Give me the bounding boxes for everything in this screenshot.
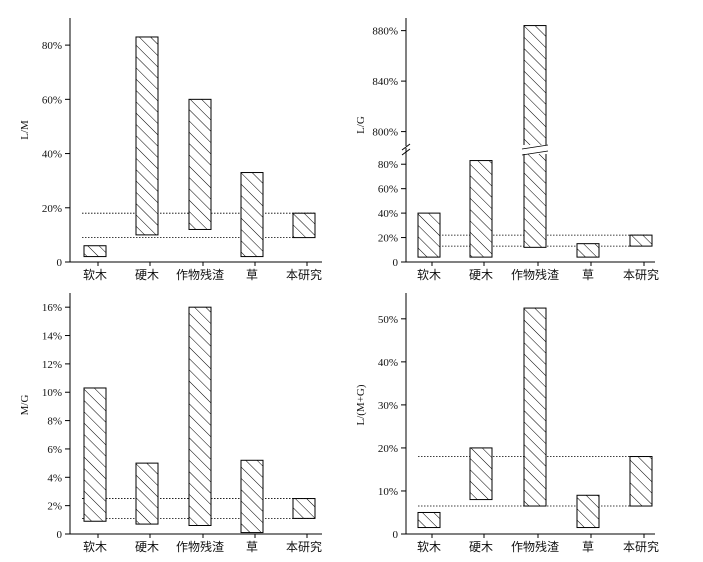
y-tick-label: 6%: [47, 444, 62, 456]
y-tick-label: 0: [57, 257, 63, 269]
category-label: 硬木: [135, 540, 159, 554]
y-tick-label: 8%: [47, 416, 62, 428]
y-tick-label: 20%: [42, 203, 62, 215]
range-bar: [417, 212, 441, 258]
bar-break-mark: [521, 144, 549, 156]
axis-break-mark: [401, 143, 411, 156]
axis-break-gap: [522, 145, 548, 154]
category-label: 软木: [83, 268, 107, 282]
category-label: 本研究: [286, 267, 322, 282]
y-tick-label: 10%: [378, 486, 398, 498]
category-label: 草: [246, 540, 258, 554]
y-tick-label: 0: [57, 529, 63, 541]
y-tick-label: 16%: [42, 302, 62, 314]
y-tick-label: 80%: [378, 159, 398, 171]
range-bar: [292, 498, 316, 519]
category-label: 作物残渣: [176, 540, 224, 554]
y-tick-label: 40%: [378, 208, 398, 220]
category-label: 软木: [83, 540, 107, 554]
y-tick-label: 840%: [372, 76, 398, 88]
range-bar: [629, 456, 653, 507]
range-bar: [135, 462, 159, 525]
y-axis-title: L/(M+G): [355, 384, 367, 425]
y-tick-label: 14%: [42, 331, 62, 343]
category-label: 作物残渣: [176, 268, 224, 282]
category-label: 作物残渣: [511, 540, 559, 554]
chart-panel-1: 0 20% 40% 60% 80% 软木 硬木 作物残渣 草 本研究 L/M: [19, 18, 322, 282]
range-bar: [83, 387, 107, 522]
y-tick-label: 0: [393, 529, 399, 541]
y-tick-label: 0: [393, 257, 399, 269]
y-tick-label: 50%: [378, 314, 398, 326]
category-label: 本研究: [623, 539, 659, 554]
chart-panel-4: 0 10% 20% 30% 40% 50% 软木 硬木 作物残渣 草 本研究 L/(M+G): [355, 293, 659, 554]
range-bar: [240, 459, 264, 534]
category-label: 本研究: [286, 539, 322, 554]
range-bar: [135, 36, 159, 236]
y-tick-label: 40%: [378, 357, 398, 369]
chart-panel-2: 0 20% 40% 60% 80% 800% 840% 880% 软木 硬木 作物残渣 草 本研究 L/G: [355, 18, 659, 282]
category-label: 草: [582, 540, 594, 554]
y-tick-label: 4%: [47, 472, 62, 484]
category-label: 软木: [417, 268, 441, 282]
range-bar: [629, 234, 653, 247]
range-bar: [576, 243, 600, 258]
range-bar: [292, 212, 316, 239]
y-tick-label: 880%: [372, 26, 398, 38]
range-bar: [523, 25, 547, 248]
y-tick-label: 12%: [42, 359, 62, 371]
category-label: 硬木: [469, 268, 493, 282]
category-label: 硬木: [135, 268, 159, 282]
range-bar: [417, 511, 441, 529]
chart-panel-3: 0 2% 4% 6% 8% 10% 12% 14% 16% 软木 硬木 作物残渣 草 本研究 M/G: [19, 293, 322, 554]
category-label: 草: [246, 268, 258, 282]
range-bar: [523, 307, 547, 507]
y-tick-label: 60%: [42, 94, 62, 106]
y-tick-label: 40%: [42, 149, 62, 161]
y-tick-label: 80%: [42, 40, 62, 52]
range-bar: [83, 245, 107, 258]
range-bar: [188, 306, 212, 526]
range-bar: [240, 172, 264, 258]
y-tick-label: 10%: [42, 387, 62, 399]
y-tick-label: 2%: [47, 501, 62, 513]
y-axis-title: L/M: [19, 120, 31, 140]
range-bar: [576, 494, 600, 529]
y-tick-label: 20%: [378, 443, 398, 455]
y-axis-title: M/G: [19, 395, 31, 416]
category-label: 本研究: [623, 267, 659, 282]
y-axis-title: L/G: [355, 116, 367, 134]
range-bar: [469, 160, 493, 258]
category-label: 软木: [417, 540, 441, 554]
y-tick-label: 20%: [378, 233, 398, 245]
y-tick-label: 800%: [372, 127, 398, 139]
category-label: 作物残渣: [511, 268, 559, 282]
y-tick-label: 30%: [378, 400, 398, 412]
y-tick-label: 60%: [378, 184, 398, 196]
category-label: 硬木: [469, 540, 493, 554]
range-bar: [188, 98, 212, 230]
range-bar: [469, 447, 493, 501]
category-label: 草: [582, 268, 594, 282]
